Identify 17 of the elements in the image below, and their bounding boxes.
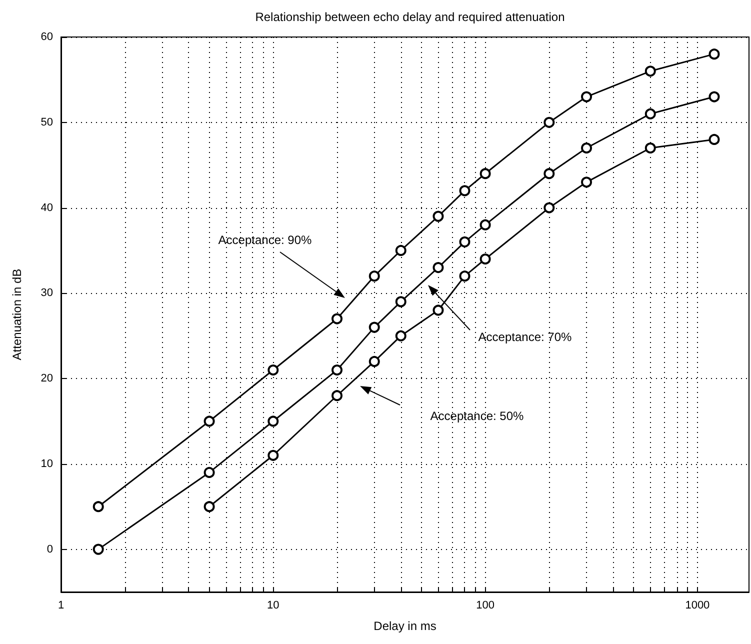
x-axis-title: Delay in ms: [374, 619, 436, 633]
x-tick-label: 10: [267, 600, 280, 612]
y-tick-label: 30: [40, 287, 53, 300]
annotation: Acceptance: 50%: [430, 409, 524, 423]
y-tick-label: 50: [40, 116, 53, 128]
annotation: Acceptance: 70%: [478, 330, 572, 344]
y-tick-label: 60: [40, 31, 53, 43]
y-tick-label: 20: [40, 372, 53, 385]
chart-title: Relationship between echo delay and required attenuation: [255, 10, 565, 24]
x-tick-label: 1000: [685, 600, 710, 612]
x-tick-label: 1: [58, 600, 64, 612]
annotation: Acceptance: 90%: [218, 233, 312, 247]
x-tick-label: 100: [476, 600, 494, 612]
y-tick-label: 10: [40, 458, 53, 470]
y-tick-label: 0: [46, 543, 53, 556]
y-tick-label: 40: [40, 202, 53, 214]
y-axis-title: Attenuation in dB: [10, 268, 24, 360]
